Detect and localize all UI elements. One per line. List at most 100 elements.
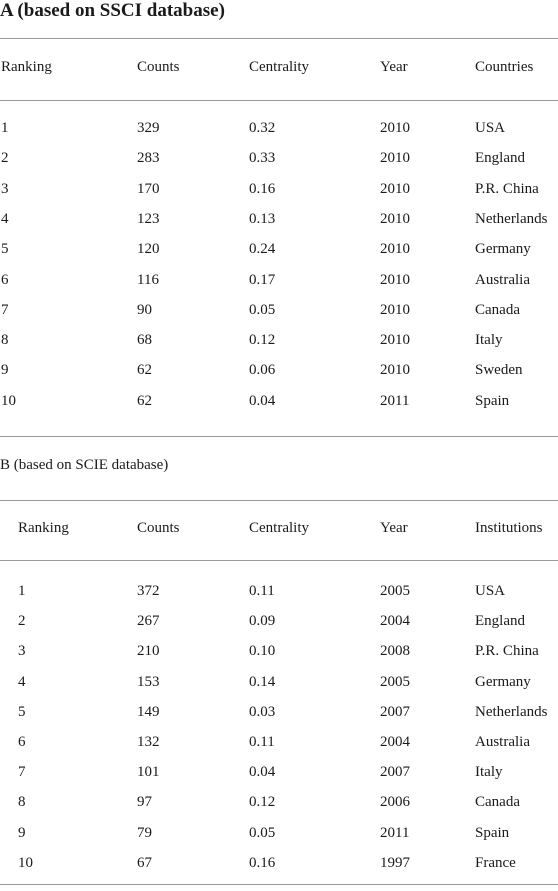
table-cell: 3 [1, 180, 9, 197]
table-cell: 3 [18, 643, 26, 660]
table-cell: 1997 [380, 854, 410, 871]
table-row: 5 149 0.03 2007 Netherlands [0, 702, 558, 722]
table-row: 4 123 0.13 2010 Netherlands [0, 209, 558, 229]
table-cell: P.R. China [475, 180, 539, 197]
table-cell: 5 [18, 703, 26, 720]
table-row: 8 68 0.12 2010 Italy [0, 330, 558, 350]
table-cell: 2010 [380, 362, 410, 379]
table-cell: 0.13 [249, 210, 276, 227]
table-cell: 2005 [380, 673, 410, 690]
table-cell: 0.05 [249, 824, 276, 841]
table-cell: 8 [1, 332, 9, 349]
table-row: 8 97 0.12 2006 Canada [0, 792, 558, 812]
table-cell: 0.03 [249, 703, 276, 720]
table-row: 1 372 0.11 2005 USA [0, 581, 558, 601]
divider [0, 436, 558, 437]
table-cell: 101 [137, 764, 160, 781]
table-cell: 0.17 [249, 271, 276, 288]
table-cell: 2010 [380, 210, 410, 227]
table-cell: 0.11 [249, 734, 275, 750]
table-cell: Sweden [475, 362, 523, 379]
table-cell: 62 [137, 362, 152, 379]
table-cell: 2010 [380, 180, 410, 197]
table-cell: 2004 [380, 613, 410, 630]
table-row: 10 67 0.16 1997 France [0, 853, 558, 873]
table-row: 4 153 0.14 2005 Germany [0, 672, 558, 692]
table-cell: 170 [137, 180, 160, 197]
divider [0, 500, 558, 501]
table-cell: 1 [1, 120, 9, 136]
table-cell: 97 [137, 794, 152, 811]
table-cell: 2011 [380, 824, 410, 841]
table-cell: 0.24 [249, 241, 276, 258]
col-header-ranking: Ranking [18, 520, 69, 536]
col-header-institutions: Institutions [475, 520, 543, 536]
table-cell: 2010 [380, 241, 410, 258]
table-cell: 2011 [380, 392, 410, 409]
table-cell: 0.12 [249, 794, 276, 811]
table-cell: 2010 [380, 332, 410, 349]
table-row: 3 210 0.10 2008 P.R. China [0, 641, 558, 661]
table-cell: 0.16 [249, 854, 276, 871]
table-cell: 123 [137, 210, 160, 227]
table-cell: Canada [475, 794, 520, 811]
table-row: 7 101 0.04 2007 Italy [0, 762, 558, 782]
table-cell: Australia [475, 271, 530, 288]
table-row: 5 120 0.24 2010 Germany [0, 239, 558, 259]
table-cell: 0.04 [249, 764, 276, 781]
table-cell: 2005 [380, 583, 410, 599]
table-cell: 0.11 [249, 583, 275, 599]
table-a-header-row: Ranking Counts Centrality Year Countries [0, 57, 558, 77]
table-cell: P.R. China [475, 643, 539, 660]
table-cell: 2010 [380, 150, 410, 167]
table-cell: 116 [137, 271, 159, 288]
table-cell: Netherlands [475, 703, 548, 720]
table-cell: Netherlands [475, 210, 548, 227]
table-cell: Germany [475, 673, 531, 690]
table-cell: 68 [137, 332, 152, 349]
col-header-centrality: Centrality [249, 520, 309, 536]
table-cell: 283 [137, 150, 160, 167]
table-cell: 7 [1, 301, 9, 318]
table-cell: 9 [18, 824, 26, 841]
table-cell: 8 [18, 794, 26, 811]
col-header-year: Year [380, 59, 408, 75]
table-cell: 2008 [380, 643, 410, 660]
table-cell: 267 [137, 613, 160, 630]
table-cell: 0.04 [249, 392, 276, 409]
table-cell: 79 [137, 824, 152, 841]
table-cell: 7 [18, 764, 26, 781]
col-header-counts: Counts [137, 59, 180, 75]
table-cell: 2010 [380, 301, 410, 318]
table-cell: Germany [475, 241, 531, 258]
divider [0, 38, 558, 39]
table-a-title: A (based on SSCI database) [0, 0, 225, 21]
table-cell: 2 [1, 150, 9, 167]
col-header-counts: Counts [137, 520, 180, 536]
table-cell: 153 [137, 673, 160, 690]
table-cell: 4 [1, 210, 9, 227]
table-cell: Spain [475, 824, 510, 841]
divider [0, 560, 558, 561]
table-cell: 0.05 [249, 301, 276, 318]
table-row: 3 170 0.16 2010 P.R. China [0, 179, 558, 199]
divider [0, 884, 558, 885]
table-cell: 5 [1, 241, 9, 258]
table-cell: 0.16 [249, 180, 276, 197]
table-row: 7 90 0.05 2010 Canada [0, 300, 558, 320]
table-cell: 2010 [380, 271, 410, 288]
col-header-countries: Countries [475, 59, 534, 75]
table-cell: 0.33 [249, 150, 276, 167]
table-cell: Australia [475, 734, 530, 750]
table-cell: France [475, 854, 516, 871]
table-cell: 2010 [380, 120, 410, 136]
table-cell: 0.06 [249, 362, 276, 379]
table-row: 2 283 0.33 2010 England [0, 148, 558, 168]
col-header-centrality: Centrality [249, 59, 309, 75]
table-row: 6 116 0.17 2010 Australia [0, 270, 558, 290]
table-cell: England [475, 613, 525, 630]
table-cell: USA [475, 120, 506, 136]
table-cell: 120 [137, 241, 160, 258]
table-cell: 10 [18, 854, 33, 871]
table-cell: 372 [137, 583, 160, 599]
